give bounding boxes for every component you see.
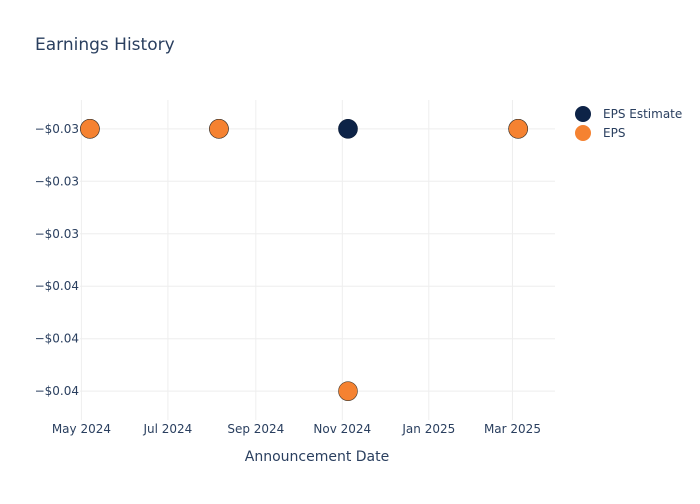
x-tick-label: Jan 2025 [401, 422, 455, 436]
x-tick-label: Jul 2024 [142, 422, 192, 436]
eps-point[interactable] [508, 119, 528, 139]
y-tick-label: −$0.03 [35, 122, 79, 136]
eps-estimate-point[interactable] [338, 119, 358, 139]
eps-point[interactable] [80, 119, 100, 139]
y-tick-label: −$0.03 [35, 227, 79, 241]
x-axis-ticks: May 2024 Jul 2024 Sep 2024 Nov 2024 Jan 2025… [52, 422, 541, 436]
eps-point[interactable] [209, 119, 229, 139]
x-axis-title: Announcement Date [245, 449, 389, 465]
x-tick-label: Nov 2024 [313, 422, 371, 436]
x-tick-label: May 2024 [52, 422, 111, 436]
y-axis-ticks: −$0.03 −$0.03 −$0.03 −$0.04 −$0.04 −$0.04 [35, 122, 79, 398]
x-tick-label: Sep 2024 [227, 422, 284, 436]
y-tick-label: −$0.04 [35, 279, 79, 293]
legend-label[interactable]: EPS Estimate [603, 107, 682, 121]
chart-title: Earnings History [35, 35, 175, 55]
y-tick-label: −$0.04 [35, 332, 79, 346]
grid [80, 100, 555, 420]
eps-point[interactable] [338, 381, 358, 401]
legend-marker [575, 125, 591, 141]
x-tick-label: Mar 2025 [484, 422, 541, 436]
legend-label[interactable]: EPS [603, 126, 625, 140]
data-points [80, 119, 528, 401]
legend: EPS Estimate EPS [575, 106, 682, 141]
y-tick-label: −$0.04 [35, 384, 79, 398]
legend-marker [575, 106, 591, 122]
y-tick-label: −$0.03 [35, 174, 79, 188]
